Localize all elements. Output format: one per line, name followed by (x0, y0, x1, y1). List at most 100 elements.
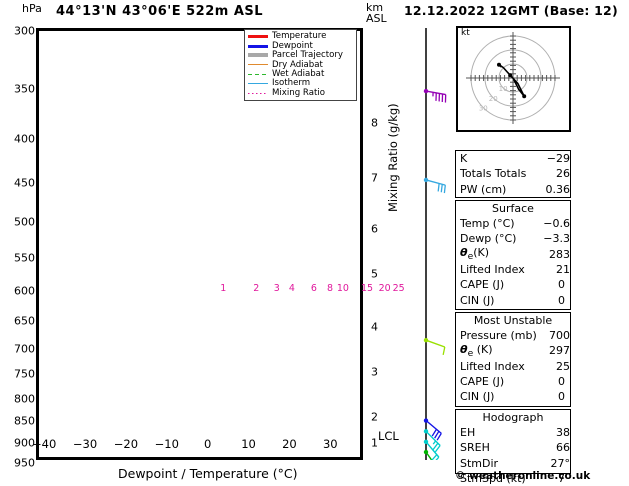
legend-label: Dewpoint (272, 40, 313, 51)
wind-barb-column (423, 28, 447, 460)
stat-row: Temp (°C) −0.6 (456, 216, 570, 231)
stat-row: PW (cm) 0.36 (456, 182, 570, 197)
stat-row: CAPE (J) 0 (456, 277, 570, 292)
pressure-tick-label: 800 (14, 392, 35, 406)
height-tick-label: 1 (371, 436, 378, 450)
panel-title: Hodograph (482, 411, 544, 424)
pressure-tick-label: 850 (14, 414, 35, 428)
stat-label: Dewp (°C) (460, 232, 517, 246)
stat-value: −0.6 (543, 217, 570, 231)
stat-value: 38 (556, 426, 570, 440)
stat-row: EH 38 (456, 425, 570, 440)
legend-label: Isotherm (272, 78, 311, 89)
legend-label: Wet Adiabat (272, 68, 325, 79)
pressure-tick-label: 450 (14, 176, 35, 190)
mixing-ratio-label: 25 (392, 282, 405, 294)
pressure-tick-label: 550 (14, 251, 35, 265)
pressure-tick-label: 400 (14, 132, 35, 146)
height-tick-label: 6 (371, 222, 378, 236)
height-tick-label: 3 (371, 365, 378, 379)
pressure-tick-label: 600 (14, 284, 35, 298)
pressure-tick-label: 500 (14, 215, 35, 229)
stat-row: SREH 66 (456, 440, 570, 455)
copyright-notice: © weatheronline.co.uk (455, 470, 591, 482)
x-axis-title: Dewpoint / Temperature (°C) (118, 466, 298, 481)
stat-row: StmDir 27° (456, 456, 570, 471)
height-tick-label: 7 (371, 171, 378, 185)
stat-row: Lifted Index 25 (456, 359, 570, 374)
stat-label: K (460, 152, 468, 166)
stat-label: θe(K) (460, 246, 489, 263)
stat-row: Pressure (mb) 700 (456, 328, 570, 343)
temperature-tick-label: 30 (322, 437, 338, 451)
pressure-tick-label: 700 (14, 342, 35, 356)
legend-swatch (248, 53, 268, 58)
legend-item: Dewpoint (248, 41, 353, 50)
temperature-tick-label: −30 (72, 437, 98, 451)
mixing-ratio-label: 2 (253, 282, 260, 294)
hodograph-ring-label: 10 (499, 85, 508, 93)
mixing-ratio-label: 6 (310, 282, 317, 294)
wind-barb (423, 177, 446, 194)
legend-swatch (248, 73, 268, 75)
mixing-ratio-label: 4 (288, 282, 295, 294)
stat-value: 0 (558, 390, 565, 404)
stat-value: 21 (556, 263, 570, 277)
pressure-unit-label: hPa (22, 2, 42, 15)
stat-value: 0.36 (545, 182, 571, 196)
lcl-label: LCL (378, 429, 399, 443)
stat-row: K −29 (456, 151, 570, 166)
legend-label: Temperature (272, 31, 327, 42)
stat-value: 27° (550, 456, 571, 470)
stat-row: Lifted Index 21 (456, 262, 570, 277)
stat-row: CAPE (J) 0 (456, 374, 570, 389)
mixing-ratio-label: 20 (378, 282, 391, 294)
wind-barb (423, 449, 433, 460)
most-unstable-parcel-panel: Most Unstable Pressure (mb) 700 θe (K) 297 Li… (455, 312, 571, 407)
mixing-ratio-label: 8 (326, 282, 334, 294)
legend-item: Dry Adiabat (248, 60, 353, 69)
stat-label: Totals Totals (460, 167, 527, 181)
stat-value: 700 (549, 329, 570, 343)
hodograph-point (522, 94, 527, 99)
temperature-tick-label: 0 (204, 437, 212, 451)
legend-swatch (248, 92, 268, 94)
wind-barb (423, 88, 447, 103)
stat-value: −3.3 (543, 232, 570, 246)
stat-row: StmSpd (kt) 7 (456, 471, 570, 486)
hodograph-arrow (497, 63, 502, 68)
stat-label: θe (K) (460, 342, 493, 360)
legend-item: Wet Adiabat (248, 70, 353, 79)
legend-label: Dry Adiabat (272, 59, 323, 70)
stat-value: 0 (558, 375, 565, 389)
datetime-title: 12.12.2022 12GMT (Base: 12) (404, 3, 618, 18)
hodograph-unit-label: kt (461, 28, 470, 38)
stat-value: 66 (556, 441, 570, 455)
stat-value: 26 (556, 167, 570, 181)
temperature-tick-label: 20 (282, 437, 297, 451)
legend-swatch (248, 35, 268, 39)
stat-label: CIN (J) (460, 293, 495, 307)
chart-legend: Temperature Dewpoint Parcel Trajectory Dry … (244, 29, 357, 101)
stat-label: CAPE (J) (460, 278, 505, 292)
stat-row: Dewp (°C) −3.3 (456, 231, 570, 246)
wind-barb (423, 418, 442, 441)
pressure-tick-label: 900 (14, 436, 35, 450)
mixing-ratio-label: 1 (220, 282, 227, 294)
stat-row: θe(K) 283 (456, 246, 570, 263)
stat-row: Totals Totals 26 (456, 166, 570, 181)
stat-label: Lifted Index (460, 263, 525, 277)
mixing-ratio-label: 10 (336, 282, 349, 294)
hodograph-trace (498, 64, 525, 97)
stat-value: 283 (549, 247, 570, 261)
legend-swatch (248, 64, 268, 66)
height-tick-label: 8 (371, 116, 378, 130)
mixing-ratio-label: 15 (360, 282, 374, 294)
stat-label: CIN (J) (460, 390, 495, 404)
stat-label: CAPE (J) (460, 375, 505, 389)
temperature-tick-label: −40 (32, 437, 57, 451)
legend-item: Temperature (248, 32, 353, 41)
wind-barb (423, 439, 440, 460)
stat-value: −29 (546, 152, 570, 166)
